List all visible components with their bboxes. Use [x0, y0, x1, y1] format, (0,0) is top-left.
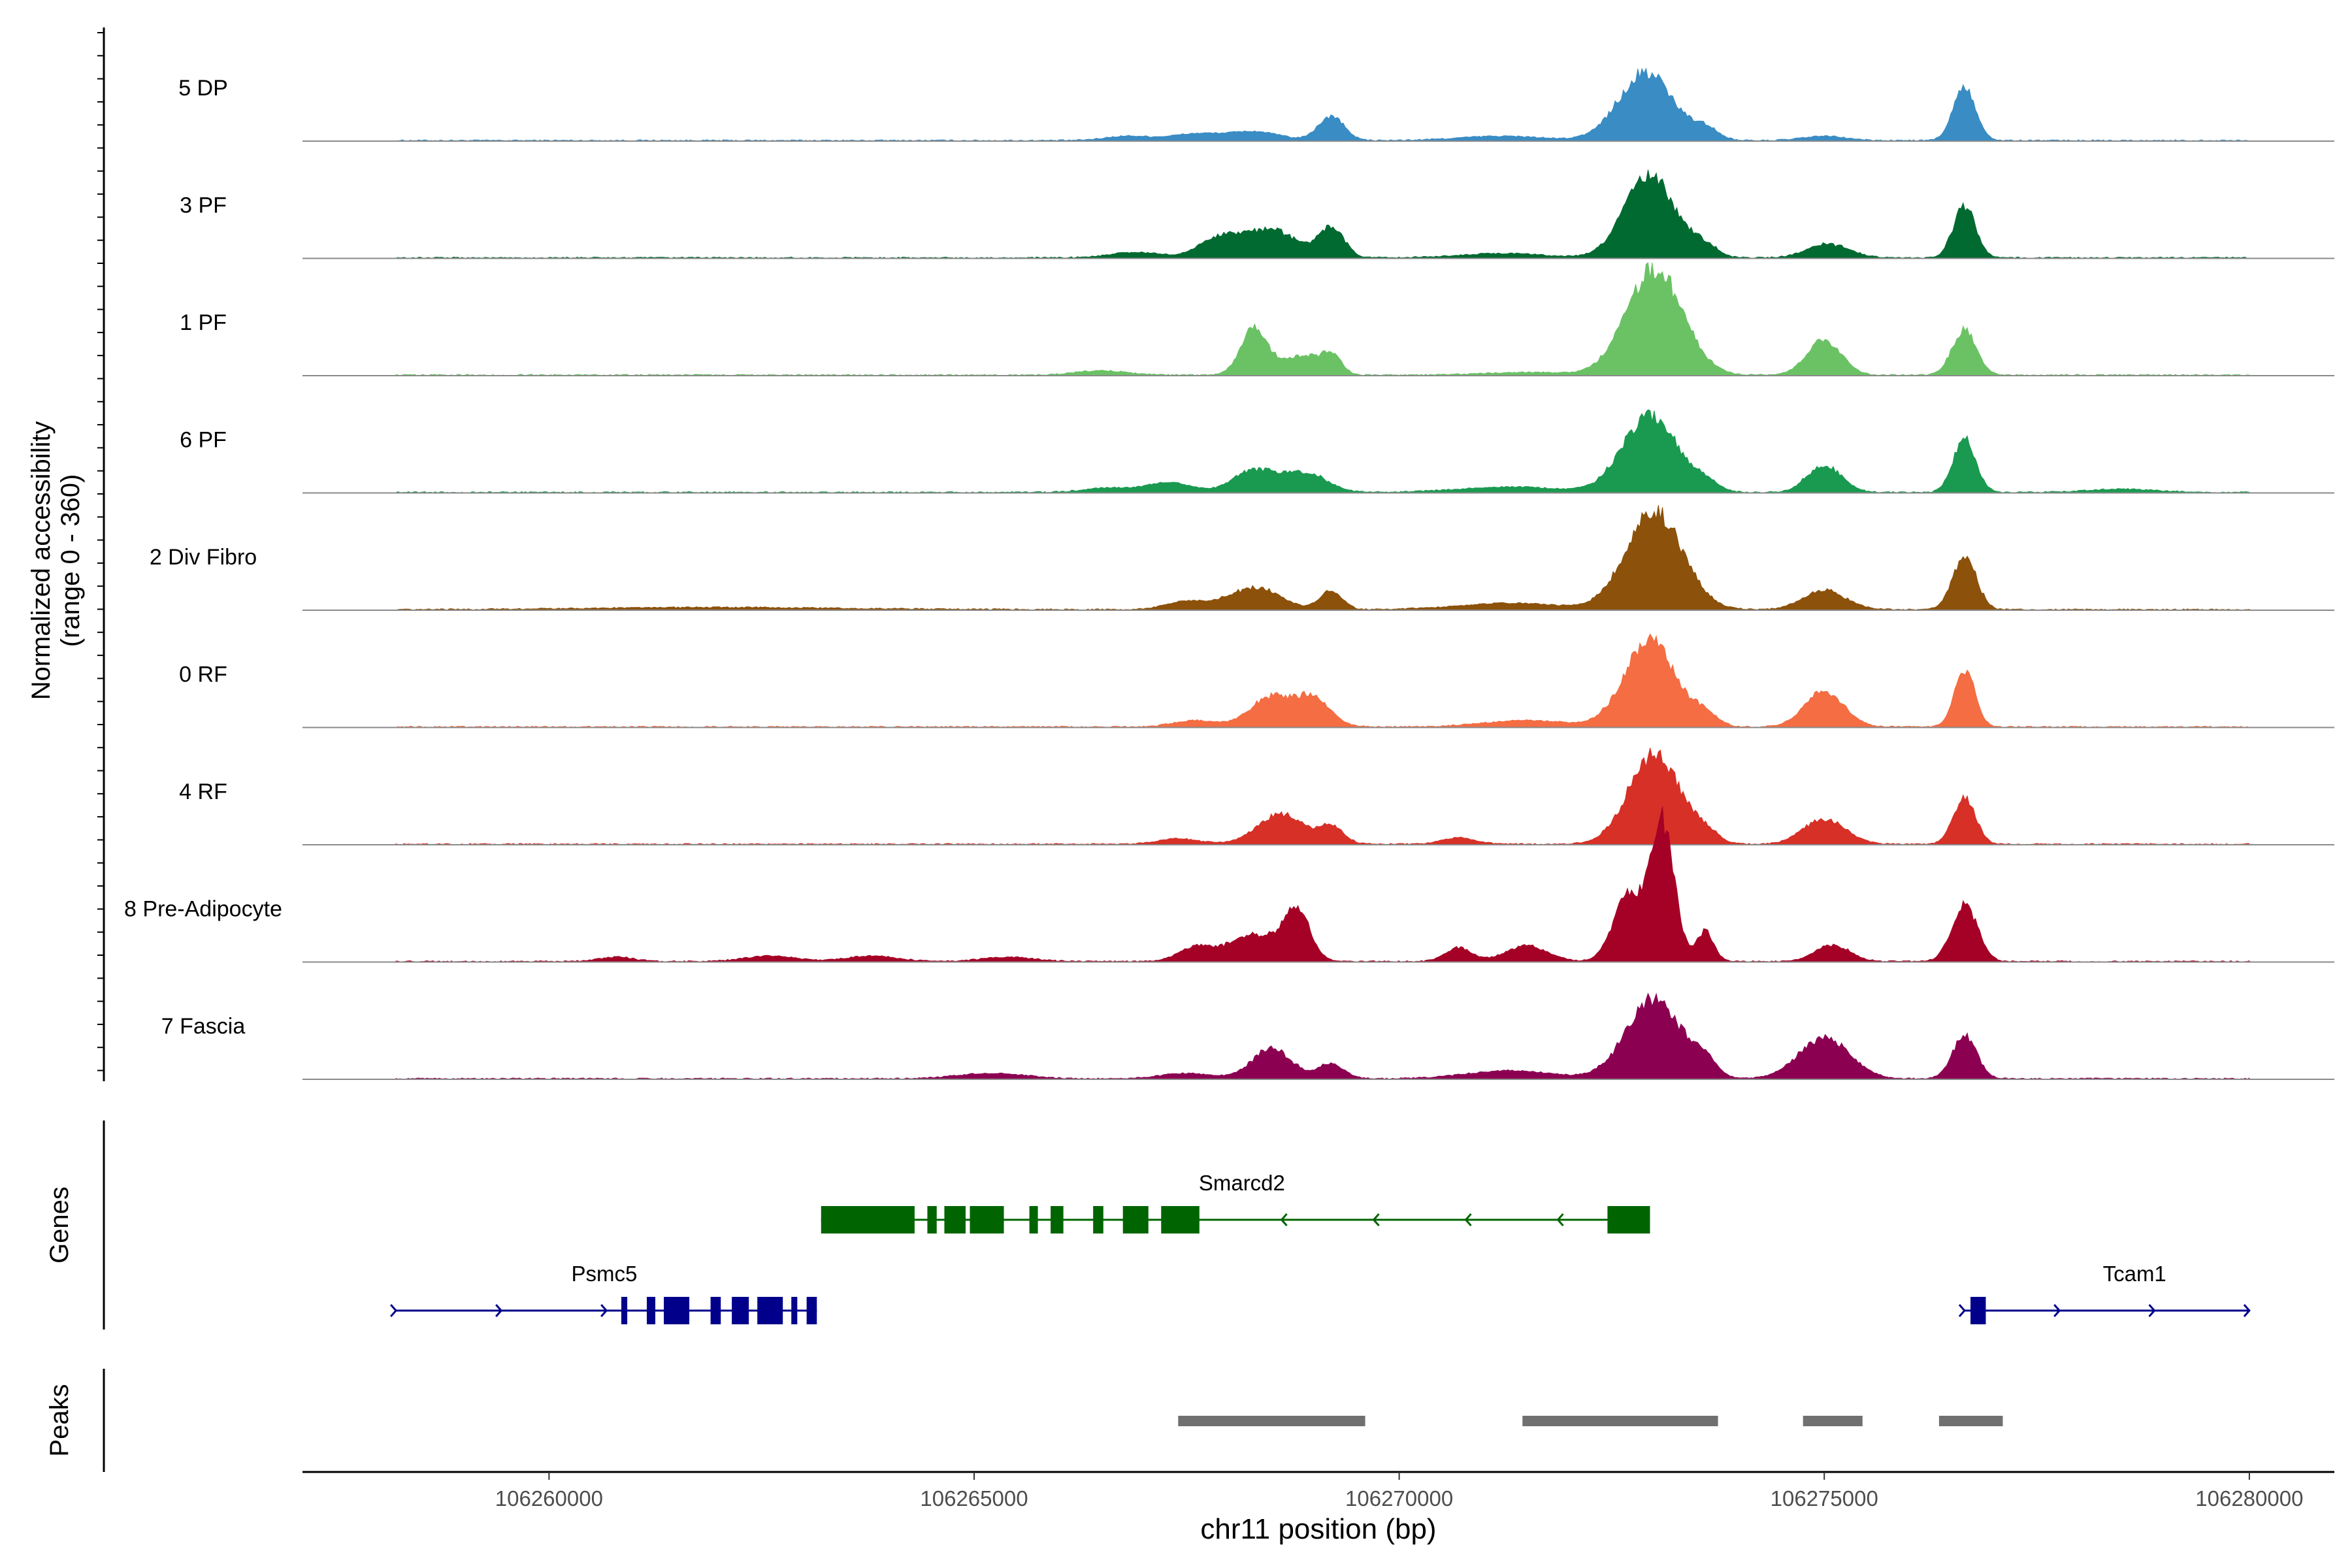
coverage-area-6	[395, 633, 2250, 728]
track-2	[302, 169, 2334, 259]
exon-block	[791, 1297, 798, 1324]
y-axis-title-line2: (range 0 - 360)	[56, 474, 85, 647]
exon-block	[1161, 1206, 1200, 1233]
exon-block	[1051, 1206, 1064, 1233]
peaks-panel-title: Peaks	[45, 1384, 74, 1456]
track-label-9: 7 Fascia	[161, 1014, 246, 1039]
coverage-tracks	[302, 67, 2334, 1080]
track-7	[302, 747, 2334, 845]
exon-block	[970, 1206, 1004, 1233]
strand-arrow	[390, 1304, 398, 1317]
gene-label: Tcam1	[2103, 1262, 2166, 1286]
track-label-3: 1 PF	[180, 310, 227, 335]
coverage-area-3	[395, 262, 2250, 376]
gene-smarcd2: Smarcd2	[821, 1171, 1650, 1233]
exon-block	[944, 1206, 966, 1233]
strand-arrow	[2148, 1304, 2156, 1317]
exon-block	[821, 1206, 915, 1233]
track-label-5: 2 Div Fibro	[150, 545, 257, 570]
exon-block	[1029, 1206, 1038, 1233]
exon-block	[647, 1297, 656, 1324]
strand-arrow	[1556, 1213, 1564, 1226]
gene-tcam1: Tcam1	[1958, 1262, 2251, 1324]
exon-block	[621, 1297, 628, 1324]
gene-psmc5: Psmc5	[390, 1262, 817, 1324]
gene-annotation-panel: Smarcd2 Psmc5 Tcam1	[390, 1171, 2251, 1324]
x-tick-label: 106275000	[1771, 1486, 1878, 1511]
gene-label: Psmc5	[572, 1262, 638, 1286]
exon-block	[1970, 1297, 1986, 1324]
coverage-y-ticks	[97, 32, 104, 1071]
peak-region	[1803, 1416, 1863, 1426]
exon-block	[927, 1206, 937, 1233]
peak-region	[1178, 1416, 1365, 1426]
track-9	[302, 992, 2334, 1080]
track-1	[302, 67, 2334, 142]
exon-block	[757, 1297, 783, 1324]
coverage-area-4	[395, 409, 2250, 494]
strand-arrow	[1280, 1213, 1288, 1226]
x-tick-label: 106265000	[920, 1486, 1028, 1511]
coverage-area-1	[395, 67, 2250, 142]
axes: 106260000 106265000 106270000 106275000 1062…	[27, 27, 2334, 1545]
exon-block	[1093, 1206, 1103, 1233]
x-tick-label: 106260000	[495, 1486, 603, 1511]
x-axis-ticks: 106260000 106265000 106270000 106275000 1062…	[495, 1472, 2303, 1511]
x-tick-label: 106280000	[2195, 1486, 2303, 1511]
track-label-1: 5 DP	[178, 76, 228, 101]
track-label-8: 8 Pre-Adipocyte	[124, 897, 282, 922]
track-label-4: 6 PF	[180, 428, 227, 453]
exon-block	[1607, 1206, 1650, 1233]
peak-region-panel	[1178, 1416, 2003, 1426]
strand-arrow	[2053, 1304, 2061, 1317]
coverage-area-5	[395, 505, 2250, 611]
strand-arrow	[1372, 1213, 1380, 1226]
exon-block	[1122, 1206, 1149, 1233]
track-label-6: 0 RF	[179, 662, 227, 687]
exon-block	[732, 1297, 749, 1324]
coverage-area-7	[395, 747, 2250, 845]
peak-region	[1938, 1416, 2003, 1426]
track-6	[302, 633, 2334, 728]
track-4	[302, 409, 2334, 494]
x-axis-title: chr11 position (bp)	[1200, 1513, 1436, 1545]
exon-block	[806, 1297, 817, 1324]
y-axis-title-line1: Normalized accessibility	[27, 421, 56, 700]
strand-arrow	[600, 1304, 608, 1317]
strand-arrow	[495, 1304, 503, 1317]
x-tick-label: 106270000	[1345, 1486, 1453, 1511]
coverage-area-2	[395, 169, 2250, 259]
gene-label: Smarcd2	[1199, 1171, 1285, 1195]
track-5	[302, 505, 2334, 611]
strand-arrow	[2243, 1304, 2251, 1317]
peak-region	[1522, 1416, 1718, 1426]
coverage-area-8	[395, 806, 2250, 963]
track-label-2: 3 PF	[180, 193, 227, 218]
track-label-7: 4 RF	[179, 779, 227, 804]
track-labels: 5 DP 3 PF 1 PF 6 PF 2 Div Fibro 0 RF 4 RF 8 Pre…	[124, 76, 282, 1039]
track-3	[302, 262, 2334, 376]
strand-arrow	[1958, 1304, 1966, 1317]
track-8	[302, 806, 2334, 963]
exon-block	[664, 1297, 690, 1324]
genes-panel-title: Genes	[45, 1186, 74, 1264]
coverage-area-9	[395, 992, 2250, 1080]
strand-arrow	[1464, 1213, 1472, 1226]
exon-block	[710, 1297, 721, 1324]
